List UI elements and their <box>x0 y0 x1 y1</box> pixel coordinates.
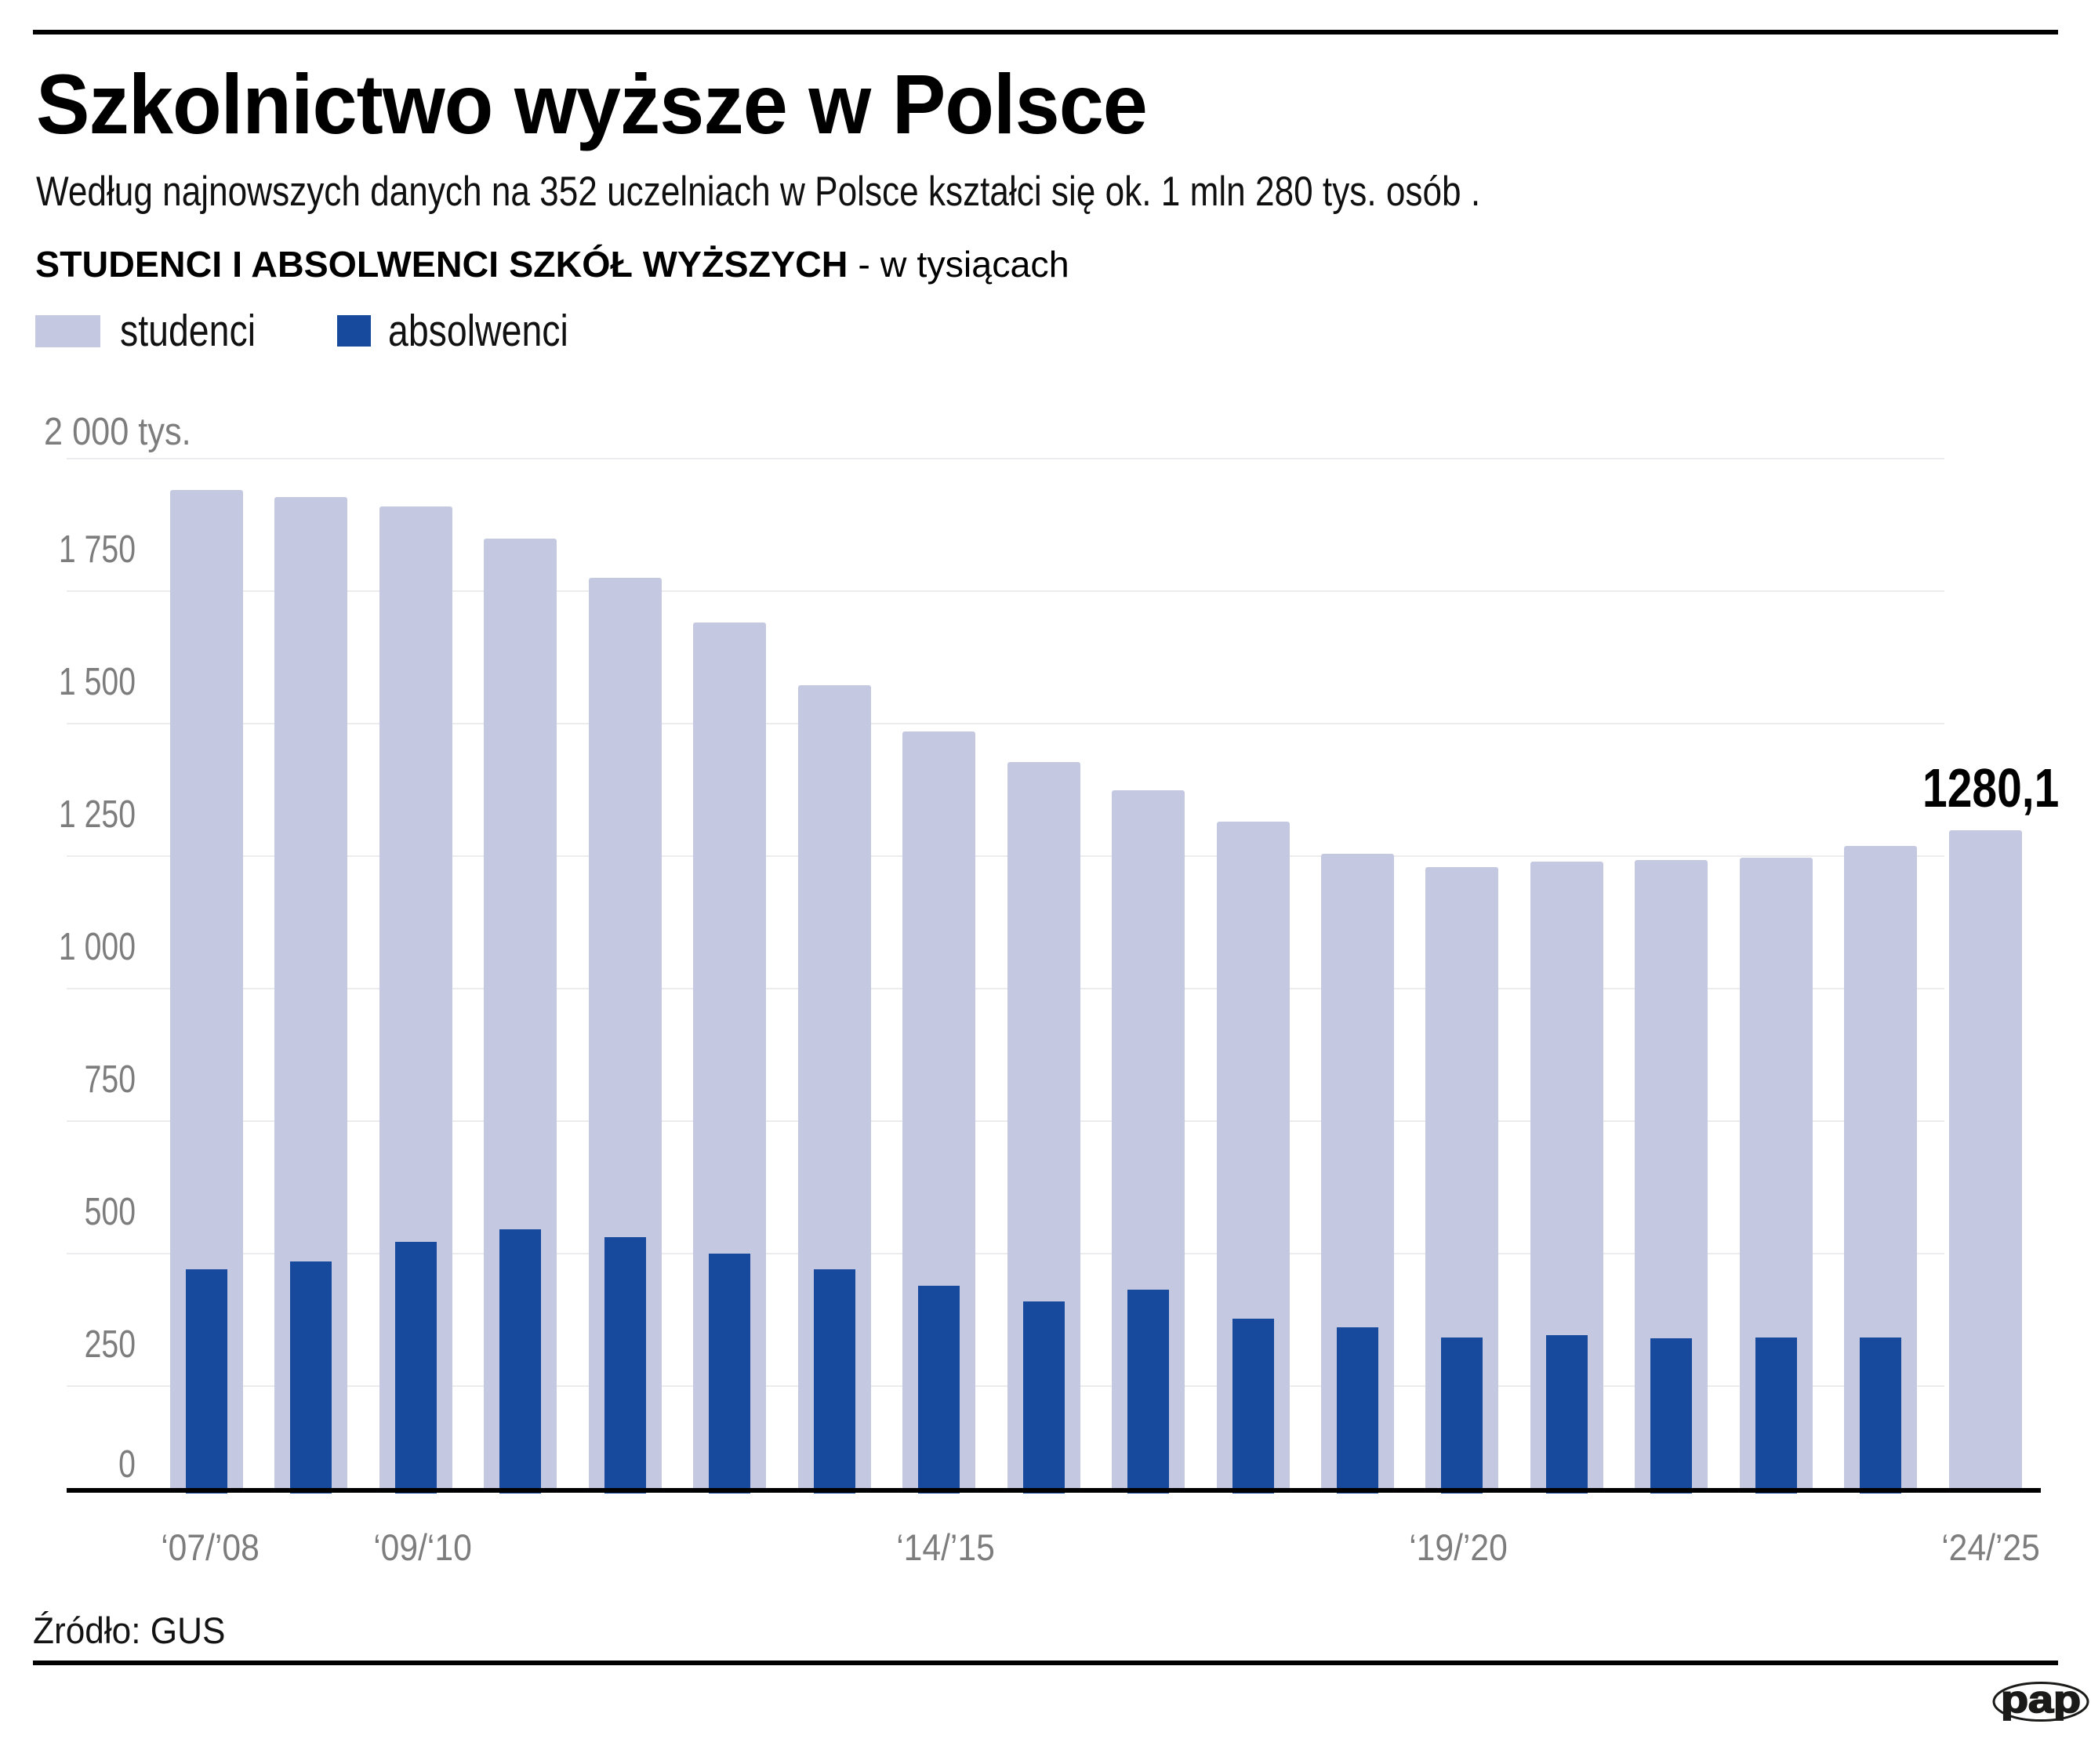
svg-text:pap: pap <box>2001 1682 2081 1721</box>
